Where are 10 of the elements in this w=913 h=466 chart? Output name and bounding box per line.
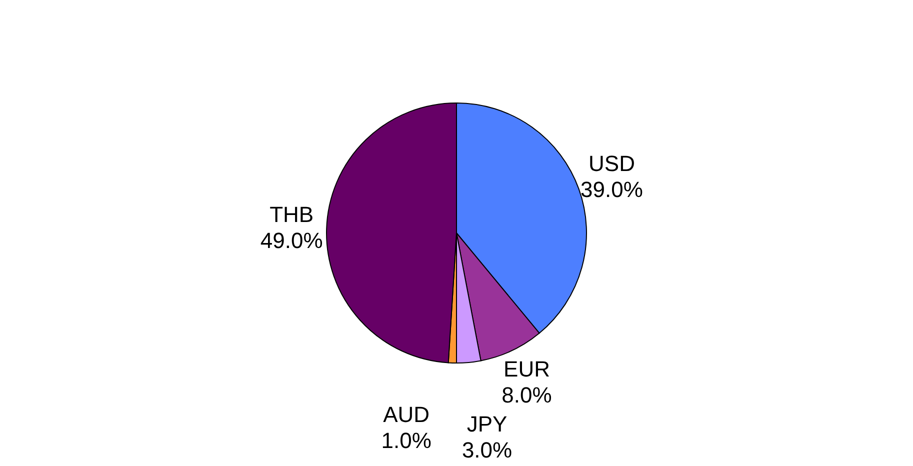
slice-label: JPY (466, 411, 508, 436)
slice-label: USD (588, 151, 635, 176)
slice-label: THB (270, 202, 314, 227)
data-label: 1.0% (381, 428, 432, 453)
data-label: 49.0% (260, 228, 323, 253)
slice-label: EUR (504, 356, 550, 382)
slice-label: AUD (383, 402, 430, 427)
data-label: 39.0% (580, 177, 643, 202)
data-label: 3.0% (462, 437, 512, 462)
data-label: 8.0% (502, 382, 552, 408)
